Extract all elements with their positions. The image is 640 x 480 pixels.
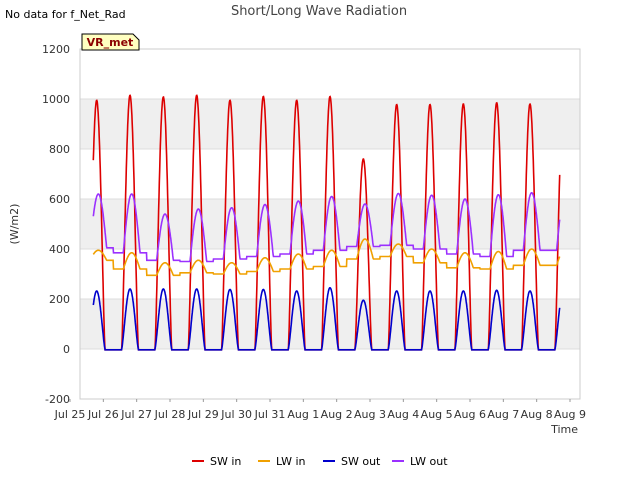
series-layer [92, 94, 561, 351]
y-tick-label: 0 [63, 343, 70, 356]
y-tick-label: -200 [45, 393, 70, 406]
chart-title: Short/Long Wave Radiation [231, 4, 407, 19]
no-data-note: No data for f_Net_Rad [5, 8, 126, 21]
legend-item: SW out [323, 455, 381, 468]
badge-label: VR_met [87, 36, 134, 49]
plot-frame [79, 48, 581, 400]
band [80, 99, 580, 149]
series-line-sw-out [92, 287, 561, 351]
legend-label: SW out [341, 455, 381, 468]
y-tick-label: 400 [49, 243, 70, 256]
x-tick-label: Jul 29 [187, 408, 219, 421]
x-tick-label: Aug 7 [487, 408, 519, 421]
x-tick-label: Aug 8 [521, 408, 553, 421]
badge-shape [81, 33, 140, 51]
legend-label: LW in [276, 455, 306, 468]
y-tick-label: 1000 [42, 93, 70, 106]
y-tick-labels: -200 0 200 400 600 800 1000 1200 [42, 43, 70, 406]
x-tick-label: Jul 26 [87, 408, 119, 421]
legend-item: SW in [192, 455, 241, 468]
y-tick-label: 800 [49, 143, 70, 156]
y-axis-label: (W/m2) [8, 204, 21, 245]
band [80, 199, 580, 249]
x-tick-label: Aug 1 [287, 408, 319, 421]
series-line-lw-out [92, 192, 561, 263]
x-tick-label: Aug 4 [387, 408, 419, 421]
legend-label: LW out [410, 455, 448, 468]
x-tick-label: Jul 28 [154, 408, 186, 421]
x-tick-label: Jul 31 [254, 408, 286, 421]
y-tick-label: 600 [49, 193, 70, 206]
x-tick-label: Aug 3 [354, 408, 386, 421]
x-tick-labels: Jul 25 Jul 26 Jul 27 Jul 28 Jul 29 Jul 30 Jul … [54, 399, 586, 421]
legend: SW in LW in SW out LW out [192, 455, 448, 468]
y-tick-label: 200 [49, 293, 70, 306]
x-axis-label: Time [550, 423, 578, 436]
legend-item: LW in [258, 455, 306, 468]
legend-item: LW out [392, 455, 448, 468]
site-badge: VR_met [81, 33, 140, 51]
legend-label: SW in [210, 455, 241, 468]
x-tick-label: Aug 2 [321, 408, 353, 421]
y-tick-label: 1200 [42, 43, 70, 56]
x-tick-label: Jul 25 [54, 408, 86, 421]
x-tick-label: Aug 6 [454, 408, 486, 421]
x-tick-label: Aug 9 [554, 408, 586, 421]
series-line-lw-in [92, 238, 561, 277]
background-bands [80, 99, 580, 349]
x-tick-label: Aug 5 [421, 408, 453, 421]
x-tick-label: Jul 27 [120, 408, 152, 421]
band [80, 299, 580, 349]
x-tick-label: Jul 30 [220, 408, 252, 421]
